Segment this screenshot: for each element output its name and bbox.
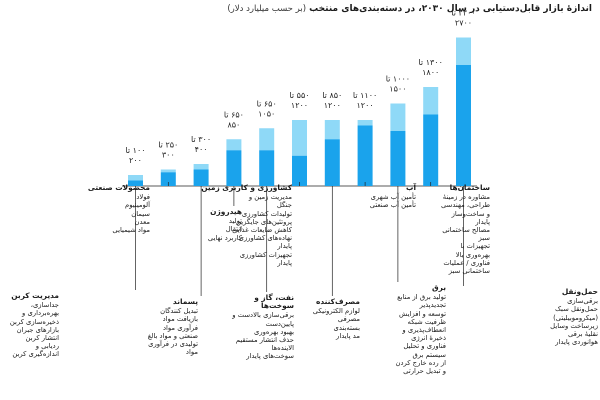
chart-title: اندازهٔ بازار قابل‌دستیابی در سال ۲۰۳۰، … bbox=[309, 4, 592, 14]
category-title: برق bbox=[432, 283, 446, 292]
bar-value-label: ۱۱۰۰ تا ۱۲۰۰ bbox=[353, 91, 377, 110]
category-subitems: برقی‌سازی حمل‌ونقل سبک (میکروموبیلیتی) ز… bbox=[550, 297, 598, 347]
category-label: برق تولید برق از منابع تجدیدپذیر توسعه و … bbox=[364, 283, 446, 376]
bar-range-upper bbox=[357, 120, 373, 126]
bar-value-label: ۵۵۰ تا ۱۲۰۰ bbox=[289, 91, 309, 110]
bar-range-lower bbox=[456, 65, 471, 186]
category-title: محصولات صنعتی bbox=[87, 183, 150, 192]
category-subitems: تأمین آب شهری تأمین آب صنعتی bbox=[369, 193, 416, 210]
category-label: هیدروژن تولید انتقال کاربرد نهایی bbox=[196, 207, 242, 242]
category-title: نفت، گاز و سوخت‌ها bbox=[254, 293, 294, 311]
chart-unit: (بر حسب میلیارد دلار) bbox=[227, 4, 307, 14]
bar-value-label: ۳۰۰ تا ۴۰۰ bbox=[191, 135, 211, 154]
bar-range-lower bbox=[160, 172, 176, 186]
bar-value-label: ۶۵۰ تا ۱۰۵۰ bbox=[257, 99, 277, 118]
category-label: نفت، گاز و سوخت‌ها برقی‌سازی بالادست و پا… bbox=[224, 293, 294, 361]
category-label: آب تأمین آب شهری تأمین آب صنعتی bbox=[340, 183, 416, 210]
bar-value-label: ۶۵۰ تا ۸۵۰ bbox=[224, 110, 244, 129]
bar-range-lower bbox=[390, 131, 406, 186]
bar-range-lower bbox=[423, 114, 439, 186]
category-label: کشاورزی و کاربری زمین مدیریت زمین و جنگل … bbox=[200, 183, 292, 267]
category-title: حمل‌ونقل bbox=[561, 287, 598, 296]
chart-title-block: اندازهٔ بازار قابل‌دستیابی در سال ۲۰۳۰، … bbox=[227, 4, 592, 14]
bar-range-upper bbox=[292, 120, 307, 156]
bar-value-label: ۱۰۰ تا ۲۰۰ bbox=[125, 146, 145, 165]
category-label: حمل‌ونقل برقی‌سازی حمل‌ونقل سبک (میکروموب… bbox=[536, 287, 598, 347]
bar-range-upper bbox=[456, 37, 471, 65]
category-title: آب bbox=[406, 183, 416, 192]
bar-range-lower bbox=[324, 139, 340, 186]
category-subitems: تولید برق از منابع تجدیدپذیر توسعه و افز… bbox=[395, 293, 446, 376]
bar-range-lower bbox=[226, 150, 242, 186]
bar-range-lower bbox=[128, 180, 143, 186]
category-title: مصرف‌کننده bbox=[315, 297, 360, 306]
category-label: محصولات صنعتی فولاد آلومینیوم سیمان معدن … bbox=[70, 183, 150, 235]
category-subitems: فولاد آلومینیوم سیمان معدن مواد شیمیایی bbox=[112, 193, 150, 235]
category-subitems: مدیریت زمین و جنگل تولیدات کشاورزی پروتئ… bbox=[232, 193, 292, 267]
bar-range-upper bbox=[160, 169, 176, 173]
bar-range-upper bbox=[423, 87, 439, 115]
category-label: ساختمان‌ها مشاوره در زمینهٔ طراحی، مهندسی… bbox=[404, 183, 490, 276]
bar-range-upper bbox=[128, 175, 143, 181]
category-label: پسماند تبدیل کنندگان بازیافت مواد فرآوری … bbox=[134, 297, 198, 357]
category-subitems: جداسازی، بهره‌برداری و ذخیره‌سازی کربن ب… bbox=[9, 301, 59, 359]
category-subitems: تبدیل کنندگان بازیافت مواد فرآوری مواد ص… bbox=[147, 307, 198, 357]
bar-range-upper bbox=[259, 128, 275, 151]
bar-value-label: ۲۲۰۰ تا ۲۷۰۰ bbox=[451, 9, 475, 28]
bar-range-upper bbox=[324, 120, 340, 140]
category-subitems: برقی‌سازی بالادست و پایین‌دست بهبود بهره… bbox=[232, 311, 294, 361]
bar-value-label: ۸۵۰ تا ۱۲۰۰ bbox=[322, 91, 342, 110]
bar-range-lower bbox=[259, 150, 275, 186]
category-title: کشاورزی و کاربری زمین bbox=[201, 183, 292, 192]
bar-value-label: ۲۵۰ تا ۳۰۰ bbox=[158, 141, 178, 160]
bar-range-lower bbox=[193, 169, 209, 186]
category-title: مدیریت کربن bbox=[11, 291, 59, 300]
category-title: هیدروژن bbox=[210, 207, 242, 216]
category-title: پسماند bbox=[172, 297, 198, 306]
category-label: مدیریت کربن جداسازی، بهره‌برداری و ذخیره‌… bbox=[3, 291, 59, 359]
bar-range-lower bbox=[357, 125, 373, 186]
bar-range-upper bbox=[193, 164, 209, 170]
category-label: مصرف‌کننده لوازم الکترونیکی مصرفی بسته‌بن… bbox=[300, 297, 360, 340]
bar-value-label: ۱۰۰۰ تا ۱۵۰۰ bbox=[386, 75, 410, 94]
category-title: ساختمان‌ها bbox=[449, 183, 490, 192]
bar-range-upper bbox=[390, 103, 406, 131]
bar-range-upper bbox=[226, 139, 242, 151]
bar-range-lower bbox=[292, 155, 307, 186]
category-subitems: مشاوره در زمینهٔ طراحی، مهندسی و ساخت‌وس… bbox=[440, 193, 490, 276]
category-subitems: تولید انتقال کاربرد نهایی bbox=[207, 217, 242, 242]
category-subitems: لوازم الکترونیکی مصرفی بسته‌بندی مد پاید… bbox=[312, 307, 360, 340]
bar-value-label: ۱۳۰۰ تا ۱۸۰۰ bbox=[418, 58, 442, 77]
